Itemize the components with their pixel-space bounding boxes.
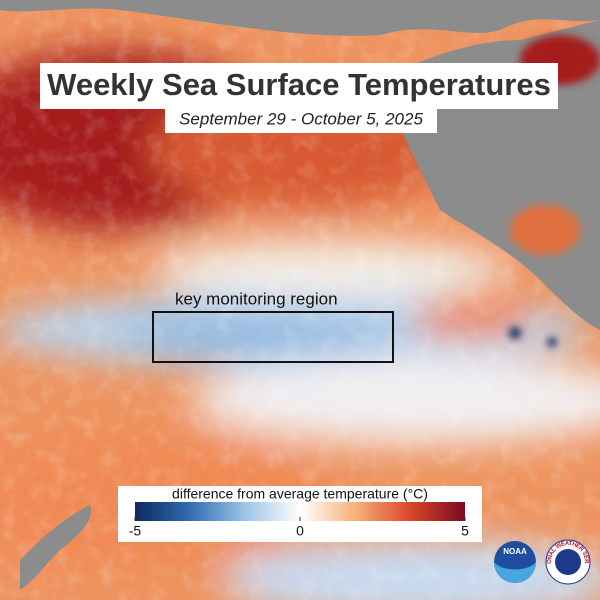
colorbar-gradient: [135, 502, 465, 521]
colorbar-tick-label: 5: [461, 523, 469, 539]
colorbar-tick-label: -5: [129, 523, 142, 539]
colorbar-tick-label: 0: [296, 523, 304, 539]
subtitle-box: [165, 107, 437, 133]
title: Weekly Sea Surface Temperatures: [47, 67, 551, 102]
noaa-logo: NOAA: [494, 541, 536, 583]
annotation: key monitoring region: [175, 289, 338, 308]
legend-title: difference from average temperature (°C): [172, 486, 428, 502]
colorbar: -5 0 5: [129, 502, 469, 539]
subtitle: September 29 - October 5, 2025: [179, 109, 423, 128]
title-box: [40, 63, 558, 109]
monitoring-region: [152, 311, 394, 363]
noaa-label: NOAA: [503, 547, 527, 556]
